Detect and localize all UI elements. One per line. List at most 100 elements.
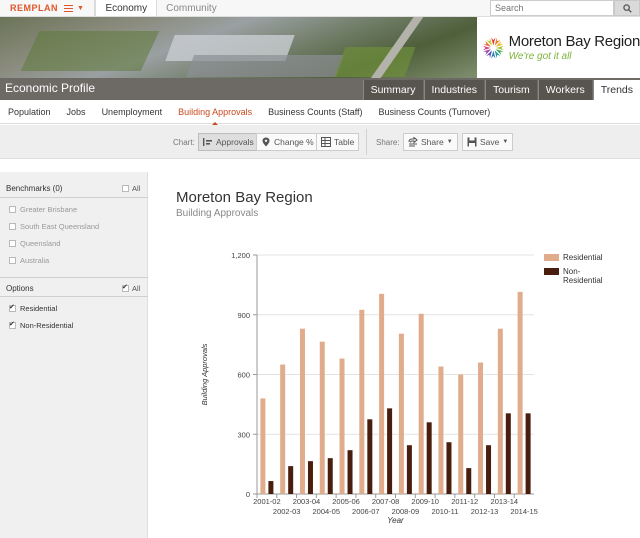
y-tick-label: 300 [237, 430, 250, 439]
checkbox[interactable] [9, 240, 16, 247]
option-label: Non-Residential [20, 321, 74, 330]
checkbox[interactable] [9, 206, 16, 213]
toolbar-divider [366, 129, 367, 155]
share-button-label: Share [421, 137, 444, 147]
options-sidebar: Benchmarks (0) All Greater Brisbane Sout… [0, 172, 148, 538]
share-dropdown-button[interactable]: Share ▼ [403, 133, 458, 151]
benchmark-south-east-queensland[interactable]: South East Queensland [9, 222, 99, 231]
benchmark-greater-brisbane[interactable]: Greater Brisbane [9, 205, 77, 214]
star-burst-logo-icon [482, 37, 504, 58]
remplan-menu-button[interactable]: REMPLAN ▼ [0, 0, 96, 16]
section-nav: Summary Industries Tourism Workers Trend… [362, 80, 640, 100]
x-tick-label: 2011-12 [451, 497, 478, 506]
tab-economy[interactable]: Economy [95, 0, 158, 16]
save-dropdown-button[interactable]: Save ▼ [462, 133, 514, 151]
share-label: Share: [376, 138, 400, 147]
bar-chart-icon [203, 138, 212, 146]
search-button[interactable] [614, 0, 640, 16]
bar-non-residential [505, 413, 511, 494]
table-view-label: Table [334, 137, 355, 147]
search-input[interactable] [490, 0, 614, 16]
benchmarks-all-toggle[interactable]: All [122, 184, 140, 193]
nav-trends[interactable]: Trends [592, 80, 640, 100]
share-icon [408, 137, 418, 147]
table-icon [321, 137, 331, 147]
chevron-down-icon: ▼ [502, 139, 509, 145]
x-tick-label: 2009-10 [411, 497, 439, 506]
hamburger-icon [64, 4, 73, 12]
subtab-jobs[interactable]: Jobs [66, 106, 86, 117]
legend-label: Non- Residential [563, 267, 603, 285]
bar-residential [339, 358, 345, 494]
tab-community[interactable]: Community [166, 2, 217, 14]
bar-non-residential [387, 408, 393, 494]
bar-residential [438, 366, 444, 494]
x-tick-label: 2010-11 [431, 507, 458, 516]
subtab-building-approvals[interactable]: Building Approvals [170, 100, 260, 125]
logo-petal [486, 37, 493, 46]
logo-petal [486, 49, 493, 58]
x-tick-label: 2013-14 [491, 497, 519, 506]
benchmark-australia[interactable]: Australia [9, 256, 49, 265]
region-banner: Moreton Bay Region We're got it all [0, 17, 640, 78]
logo-petal [483, 40, 492, 47]
options-all-label: All [132, 284, 141, 293]
table-view-button[interactable]: Table [316, 133, 360, 151]
bar-non-residential [268, 481, 274, 494]
bar-residential [398, 333, 404, 494]
chart-title: Moreton Bay Region [176, 189, 313, 206]
subtab-unemployment[interactable]: Unemployment [101, 106, 163, 117]
option-residential[interactable]: Residential [9, 303, 57, 313]
bar-non-residential [486, 445, 492, 494]
benchmarks-heading: Benchmarks (0) [6, 184, 63, 193]
bar-non-residential [525, 413, 531, 494]
section-header: Economic Profile Summary Industries Tour… [0, 78, 640, 100]
logo-petal [495, 48, 504, 55]
checkbox[interactable] [9, 223, 16, 230]
logo-petal [495, 40, 504, 47]
benchmark-queensland[interactable]: Queensland [9, 239, 60, 248]
top-bar: REMPLAN ▼ Economy Community [0, 0, 640, 17]
sidebar-divider [0, 277, 148, 278]
legend-label: Residential [563, 253, 603, 262]
subtab-business-counts-turnover[interactable]: Business Counts (Turnover) [378, 106, 491, 117]
subtab-population[interactable]: Population [8, 106, 51, 117]
nav-tourism[interactable]: Tourism [485, 80, 537, 100]
logo-tagline: We're got it all [508, 51, 572, 62]
checkbox[interactable] [9, 320, 16, 329]
sidebar-divider [0, 296, 148, 297]
x-tick-label: 2014-15 [510, 507, 538, 516]
x-tick-label: 2003-04 [293, 497, 321, 506]
options-all-checkbox[interactable] [122, 283, 129, 292]
x-tick-label: 2012-13 [471, 507, 499, 516]
options-all-toggle[interactable]: All [122, 283, 141, 293]
checkbox[interactable] [9, 303, 16, 312]
nav-workers[interactable]: Workers [537, 80, 592, 100]
subtab-business-counts-staff[interactable]: Business Counts (Staff) [268, 106, 363, 117]
logo-petal [494, 49, 501, 58]
bar-residential [418, 313, 424, 494]
nav-summary[interactable]: Summary [362, 80, 423, 100]
change-percent-button[interactable]: Change % [256, 133, 319, 151]
bar-residential [458, 374, 464, 494]
options-heading: Options [6, 284, 34, 293]
approvals-view-button[interactable]: Approvals [198, 133, 259, 151]
bar-non-residential [426, 422, 432, 494]
benchmarks-all-checkbox[interactable] [122, 185, 129, 192]
checkbox[interactable] [9, 257, 16, 264]
option-non-residential[interactable]: Non-Residential [9, 320, 74, 330]
legend-swatch [544, 254, 559, 261]
x-tick-label: 2002-03 [273, 507, 301, 516]
legend-item-residential[interactable]: Residential [544, 253, 603, 262]
change-percent-label: Change % [274, 137, 314, 147]
benchmarks-all-label: All [132, 184, 141, 193]
chart-subtitle: Building Approvals [176, 208, 259, 219]
bar-residential [280, 364, 286, 494]
bar-residential [497, 328, 503, 494]
logo-petal [491, 37, 496, 45]
benchmark-label: Queensland [20, 239, 61, 248]
nav-industries[interactable]: Industries [423, 80, 485, 100]
council-logo: Moreton Bay Region We're got it all [477, 17, 640, 78]
legend-item-non-residential[interactable]: Non- Residential [544, 267, 603, 285]
y-tick-label: 900 [237, 311, 250, 320]
